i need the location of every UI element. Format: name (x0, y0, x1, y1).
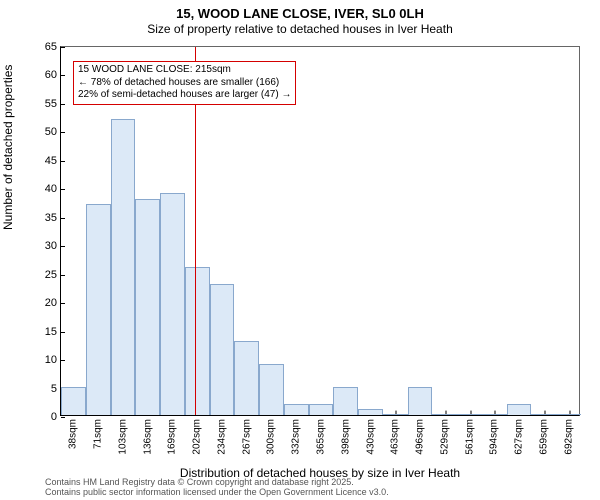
histogram-bar (61, 387, 86, 415)
attribution-text: Contains HM Land Registry data © Crown c… (45, 478, 389, 498)
x-tick: 332sqm (291, 415, 302, 455)
x-tick: 529sqm (439, 415, 450, 455)
histogram-bar (531, 414, 556, 415)
x-tick: 627sqm (514, 415, 525, 455)
x-tick: 496sqm (415, 415, 426, 455)
histogram-bar (135, 199, 160, 415)
y-tick: 10 (35, 354, 61, 366)
histogram-bar (210, 284, 235, 415)
y-tick: 25 (35, 269, 61, 281)
histogram-bar (234, 341, 259, 415)
x-tick: 136sqm (142, 415, 153, 455)
y-tick: 0 (35, 411, 61, 423)
y-tick: 40 (35, 183, 61, 195)
y-tick: 55 (35, 98, 61, 110)
x-tick: 398sqm (340, 415, 351, 455)
chart-subtitle: Size of property relative to detached ho… (0, 22, 600, 40)
histogram-bar (432, 414, 457, 415)
y-tick: 65 (35, 41, 61, 53)
histogram-bar (160, 193, 185, 415)
x-tick: 430sqm (365, 415, 376, 455)
x-tick: 365sqm (316, 415, 327, 455)
annotation-line: 22% of semi-detached houses are larger (… (78, 89, 291, 102)
annotation-line: ← 78% of detached houses are smaller (16… (78, 77, 291, 90)
y-axis-label: Number of detached properties (1, 65, 15, 230)
y-tick: 5 (35, 383, 61, 395)
x-tick: 692sqm (563, 415, 574, 455)
histogram-bar (259, 364, 284, 415)
histogram-bar (556, 414, 581, 415)
x-tick: 300sqm (266, 415, 277, 455)
histogram-bar (111, 119, 136, 415)
x-tick: 169sqm (167, 415, 178, 455)
y-tick: 30 (35, 240, 61, 252)
x-tick: 103sqm (117, 415, 128, 455)
histogram-bar (383, 414, 408, 415)
attribution-line2: Contains public sector information licen… (45, 487, 389, 497)
attribution-line1: Contains HM Land Registry data © Crown c… (45, 477, 354, 487)
annotation-line: 15 WOOD LANE CLOSE: 215sqm (78, 64, 291, 77)
x-tick: 594sqm (489, 415, 500, 455)
histogram-bar (507, 404, 532, 415)
histogram-bar (457, 414, 482, 415)
y-tick: 20 (35, 297, 61, 309)
x-tick: 463sqm (390, 415, 401, 455)
histogram-bar (408, 387, 433, 415)
histogram-bar (86, 204, 111, 415)
x-tick: 267sqm (241, 415, 252, 455)
y-tick: 45 (35, 155, 61, 167)
x-tick: 71sqm (93, 415, 104, 449)
x-tick: 659sqm (538, 415, 549, 455)
x-tick: 561sqm (464, 415, 475, 455)
histogram-bar (358, 409, 383, 415)
chart-title: 15, WOOD LANE CLOSE, IVER, SL0 0LH (0, 0, 600, 22)
x-tick: 38sqm (68, 415, 79, 449)
histogram-bar (333, 387, 358, 415)
histogram-bar (185, 267, 210, 415)
plot-area: 0510152025303540455055606538sqm71sqm103s… (60, 46, 580, 416)
y-tick: 35 (35, 212, 61, 224)
x-tick: 202sqm (192, 415, 203, 455)
y-tick: 50 (35, 126, 61, 138)
histogram-chart: 15, WOOD LANE CLOSE, IVER, SL0 0LH Size … (0, 0, 600, 500)
y-tick: 15 (35, 326, 61, 338)
histogram-bar (309, 404, 334, 415)
y-tick: 60 (35, 69, 61, 81)
histogram-bar (482, 414, 507, 415)
annotation-box: 15 WOOD LANE CLOSE: 215sqm← 78% of detac… (73, 61, 296, 105)
histogram-bar (284, 404, 309, 415)
x-tick: 234sqm (216, 415, 227, 455)
